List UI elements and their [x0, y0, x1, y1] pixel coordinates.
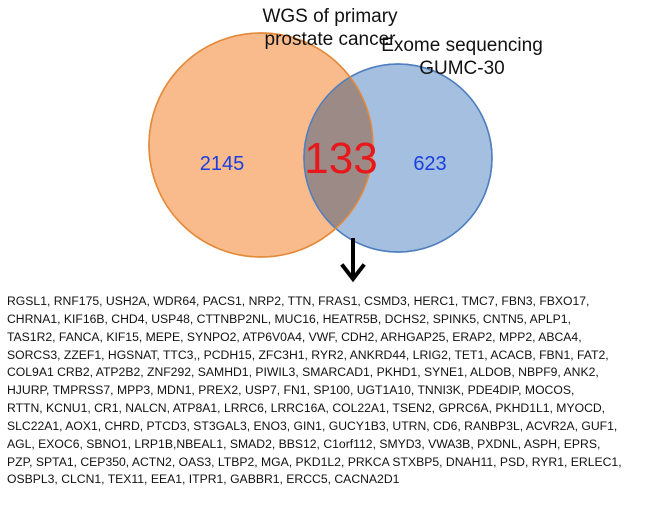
gene-list-line: RTTN, KCNU1, CR1, NALCN, ATP8A1, LRRC6, … — [7, 401, 606, 416]
gene-list-line: HJURP, TMPRSS7, MPP3, MDN1, PREX2, USP7,… — [7, 383, 575, 398]
set-a-outline — [148, 32, 374, 258]
venn-diagram: WGS of primary prostate cancer Exome seq… — [148, 6, 543, 283]
set-b-label-line-2: GUMC-30 — [419, 58, 505, 79]
gene-list: RGSL1, RNF175, USH2A, WDR64, PACS1, NRP2… — [7, 293, 647, 489]
gene-list-line: COL9A1 CRB2, ATP2B2, ZNF292, SAMHD1, PIW… — [7, 365, 599, 380]
gene-list-line: PZP, SPTA1, CEP350, ACTN2, OAS3, LTBP2, … — [7, 454, 622, 469]
set-b-count: 623 — [413, 153, 446, 175]
overlap-region — [304, 64, 373, 252]
gene-list-line: SLC22A1, AOX1, CHRD, PTCD3, ST3GAL3, ENO… — [7, 418, 618, 433]
overlap-count: 133 — [304, 134, 377, 183]
gene-list-line: AGL, EXOC6, SBNO1, LRP1B,NBEAL1, SMAD2, … — [7, 436, 601, 451]
gene-list-line: RGSL1, RNF175, USH2A, WDR64, PACS1, NRP2… — [7, 294, 590, 308]
gene-list-line: SORCS3, ZZEF1, HGSNAT, TTC3,, PCDH15, ZF… — [7, 347, 609, 362]
gene-list-line: TAS1R2, FANCA, KIF15, MEPE, SYNPO2, ATP6… — [7, 329, 582, 344]
set-a-label-line-2: prostate cancer — [265, 29, 397, 50]
set-b-outline — [303, 63, 493, 253]
gene-list-line: CHRNA1, KIF16B, CHD4, USP48, CTTNBP2NL, … — [7, 311, 571, 326]
gene-list-line: OSBPL3, CLCN1, TEX11, EEA1, ITPR1, GABBR… — [7, 472, 400, 487]
down-arrow-icon — [340, 238, 366, 283]
set-b-label-line-1: Exome sequencing — [381, 35, 543, 56]
set-a-count: 2145 — [200, 153, 245, 175]
set-a-label-line-1: WGS of primary — [262, 6, 398, 27]
